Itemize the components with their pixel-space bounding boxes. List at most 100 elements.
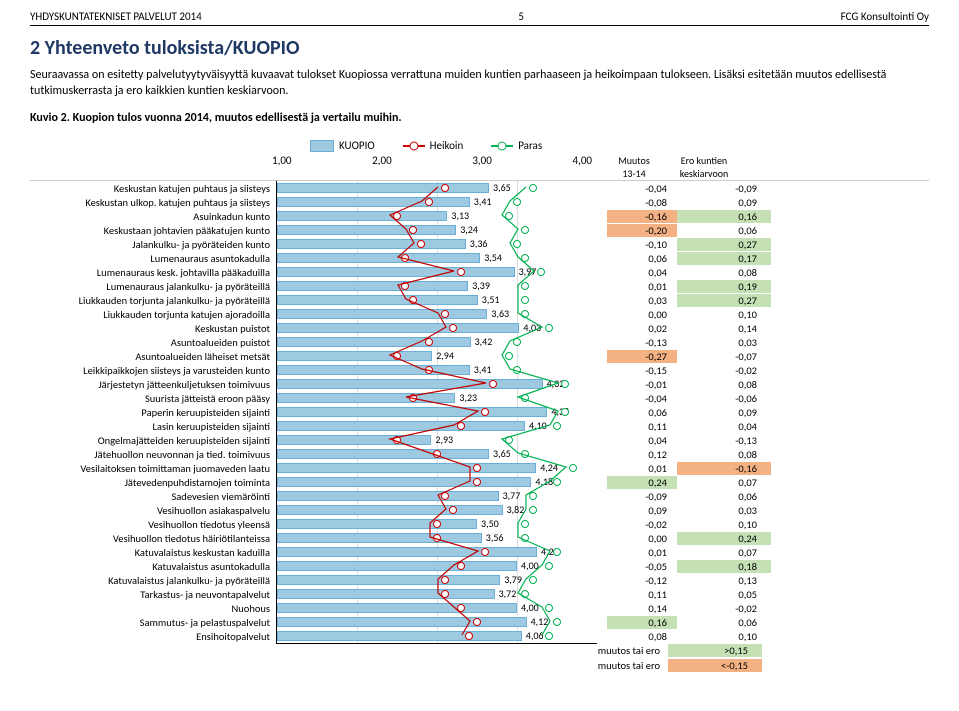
heikoin-marker: [425, 198, 433, 206]
legend-bar-swatch: [310, 140, 334, 152]
heikoin-marker: [457, 422, 465, 430]
ero-cell: -0,06: [677, 392, 771, 405]
bar: [277, 617, 527, 627]
table-row: Keskustan katujen puhtaus ja siisteys3,6…: [30, 180, 929, 195]
paras-marker: [553, 478, 561, 486]
heikoin-marker: [393, 436, 401, 444]
ero-cell: -0,02: [677, 364, 771, 377]
bar-value: 3,97: [519, 265, 537, 278]
row-label: Jätehuollon neuvonnan ja tied. toimivuus: [30, 448, 276, 461]
bar-value: 3,54: [484, 251, 502, 264]
chart-cell: 3,65: [276, 447, 597, 461]
bar-value: 4,24: [540, 461, 558, 474]
muutos-cell: -0,16: [607, 210, 677, 223]
heikoin-marker: [433, 534, 441, 542]
bar-value: 3,13: [451, 209, 469, 222]
footer-label: muutos tai ero: [30, 659, 668, 672]
bar: [277, 491, 499, 501]
bar: [277, 225, 456, 235]
chart-cell: 4,18: [276, 475, 597, 489]
bar-value: 3,41: [474, 363, 492, 376]
header-left: YHDYSKUNTATEKNISET PALVELUT 2014: [30, 10, 202, 23]
row-label: Ongelmajätteiden keruupisteiden sijainti: [30, 434, 276, 447]
paras-marker: [505, 352, 513, 360]
ero-cell: -0,13: [677, 434, 771, 447]
muutos-cell: 0,01: [607, 280, 677, 293]
axis-header-row2: 13-14 keskiarvoon: [30, 167, 929, 180]
heikoin-marker: [449, 506, 457, 514]
table-row: Keskustaan johtavien pääkatujen kunto3,2…: [30, 223, 929, 237]
chart-cell: 3,82: [276, 503, 597, 517]
data-table: Keskustan katujen puhtaus ja siisteys 3,6…: [30, 180, 929, 643]
table-row: Vesihuollon asiakaspalvelu3,820,090,03: [30, 503, 929, 517]
row-label: Vesihuollon asiakaspalvelu: [30, 504, 276, 517]
bar: [277, 239, 466, 249]
table-row: Sammutus- ja pelastuspalvelut4,120,160,0…: [30, 615, 929, 629]
ero-cell: 0,10: [677, 518, 771, 531]
heikoin-marker: [441, 184, 449, 192]
bar: [277, 211, 447, 221]
bar-value: 3,56: [486, 531, 504, 544]
table-row: Sadevesien viemäröinti3,77-0,090,06: [30, 489, 929, 503]
row-label: Katuvalaistus asuntokadulla: [30, 560, 276, 573]
paras-marker: [569, 464, 577, 472]
bar: [277, 631, 522, 641]
row-label: Keskustaan johtavien pääkatujen kunto: [30, 224, 276, 237]
paras-marker: [561, 380, 569, 388]
heikoin-marker: [489, 380, 497, 388]
paras-marker: [521, 450, 529, 458]
heikoin-marker: [473, 618, 481, 626]
ero-cell: -0,16: [677, 462, 771, 475]
heikoin-marker: [457, 604, 465, 612]
bar-value: 4,06: [526, 629, 544, 642]
table-row: Katuvalaistus keskustan kaduilla4,250,01…: [30, 545, 929, 559]
muutos-cell: -0,04: [607, 182, 677, 195]
bar-value: 3,65: [493, 447, 511, 460]
page-number: 5: [518, 10, 524, 23]
bar-value: 4,10: [529, 419, 547, 432]
ero-cell: 0,06: [677, 224, 771, 237]
paras-marker: [521, 394, 529, 402]
table-row: Jätehuollon neuvonnan ja tied. toimivuus…: [30, 447, 929, 461]
ero-cell: -0,09: [677, 182, 771, 195]
heikoin-marker: [409, 394, 417, 402]
muutos-cell: 0,02: [607, 322, 677, 335]
row-label: Keskustan katujen puhtaus ja siisteys: [30, 182, 276, 195]
row-label: Leikkipaikkojen siisteys ja varusteiden …: [30, 364, 276, 377]
row-label: Jalankulku- ja pyöräteiden kunto: [30, 238, 276, 251]
chart-cell: 4,06: [276, 629, 597, 644]
row-label: Vesilaitoksen toimittaman juomaveden laa…: [30, 462, 276, 475]
ero-cell: 0,09: [677, 196, 771, 209]
paras-marker: [521, 226, 529, 234]
table-row: Nuohous4,000,14-0,02: [30, 601, 929, 615]
heikoin-marker: [481, 548, 489, 556]
muutos-cell: 0,11: [607, 588, 677, 601]
row-label: Lumenauraus kesk. johtavilla pääkaduilla: [30, 266, 276, 279]
chart-cell: 3,23: [276, 391, 597, 405]
ero-cell: 0,06: [677, 490, 771, 503]
bar-value: 4,00: [521, 559, 539, 572]
row-label: Liukkauden torjunta katujen ajoradoilla: [30, 308, 276, 321]
heikoin-marker: [441, 576, 449, 584]
heikoin-marker: [441, 590, 449, 598]
ero-cell: 0,05: [677, 588, 771, 601]
muutos-cell: 0,01: [607, 546, 677, 559]
muutos-cell: 0,24: [607, 476, 677, 489]
bar: [277, 519, 477, 529]
bar-value: 4,00: [521, 601, 539, 614]
table-row: Katuvalaistus asuntokadulla4,00-0,050,18: [30, 559, 929, 573]
bar: [277, 393, 455, 403]
bar-value: 3,77: [503, 489, 521, 502]
muutos-cell: -0,20: [607, 224, 677, 237]
ero-cell: 0,16: [677, 210, 771, 223]
ero-cell: 0,17: [677, 252, 771, 265]
ero-cell: 0,08: [677, 378, 771, 391]
chart-cell: 3,41: [276, 363, 597, 377]
muutos-cell: -0,12: [607, 574, 677, 587]
table-row: Asuntoalueiden läheiset metsät2,94-0,27-…: [30, 349, 929, 363]
paras-marker: [561, 408, 569, 416]
ero-cell: 0,03: [677, 504, 771, 517]
ero-cell: 0,09: [677, 406, 771, 419]
muutos-cell: -0,10: [607, 238, 677, 251]
muutos-cell: 0,04: [607, 266, 677, 279]
